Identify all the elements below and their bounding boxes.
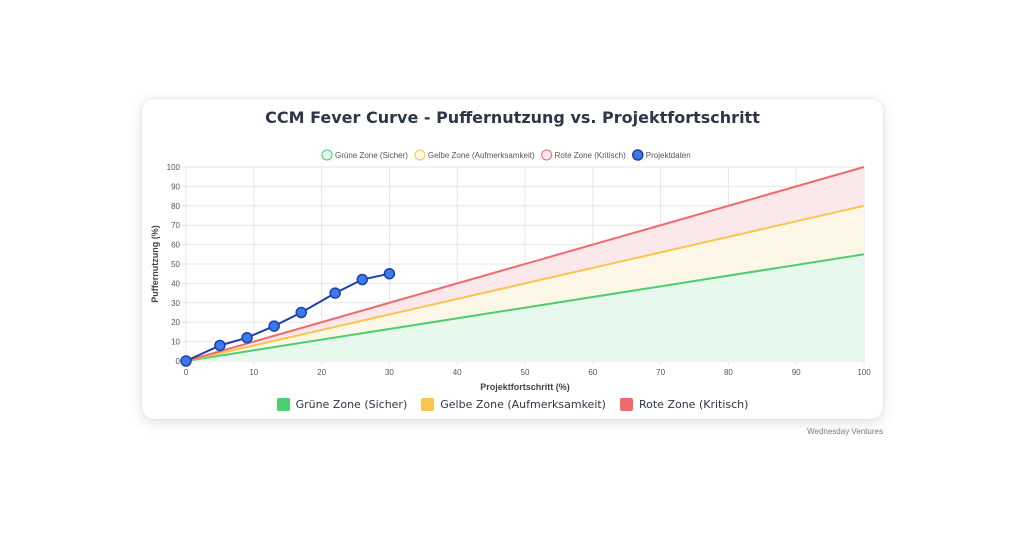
legend-marker	[632, 149, 644, 161]
x-tick-label: 30	[385, 368, 394, 377]
bottom-legend-label: Grüne Zone (Sicher)	[295, 398, 408, 411]
bottom-legend: Grüne Zone (Sicher) Gelbe Zone (Aufmerksa…	[142, 398, 883, 411]
x-axis-label: Projektfortschritt (%)	[480, 382, 570, 392]
chart-svg: 0 10 20 30 40 50 60 70 80 90 100 0 10 20 30 40 50 60 70 80 9…	[150, 149, 871, 392]
y-tick-label: 80	[171, 202, 180, 211]
y-tick-label: 40	[171, 279, 180, 288]
data-point	[356, 273, 369, 286]
data-point	[383, 267, 396, 280]
data-point	[241, 331, 253, 344]
chart-title: CCM Fever Curve - Puffernutzung vs. Proj…	[265, 108, 760, 127]
data-points	[180, 267, 396, 367]
legend-marker	[321, 149, 333, 161]
data-point	[329, 287, 341, 299]
legend-swatch	[619, 398, 633, 411]
legend-marker	[541, 149, 553, 161]
data-point	[268, 320, 280, 332]
x-tick-label: 100	[857, 368, 871, 377]
x-tick-label: 60	[588, 368, 597, 377]
bottom-legend-item: Grüne Zone (Sicher)	[276, 398, 408, 411]
x-tick-label: 50	[521, 368, 530, 377]
data-point	[180, 355, 192, 367]
x-tick-label: 70	[656, 368, 665, 377]
x-tick-label: 0	[184, 368, 189, 377]
zone-line	[185, 166, 865, 362]
watermark: Wednesday Ventures	[807, 427, 883, 436]
x-tick-label: 10	[249, 368, 258, 377]
y-tick-label: 70	[171, 221, 180, 230]
x-tick-label: 40	[453, 368, 462, 377]
y-tick-label: 10	[171, 338, 180, 347]
axes: 0 10 20 30 40 50 60 70 80 90 100 0 10 20 30 40 50 60 70 80 9…	[150, 163, 871, 392]
y-tick-label: 60	[171, 241, 180, 250]
bottom-legend-item: Gelbe Zone (Aufmerksamkeit)	[421, 398, 606, 411]
bottom-legend-label: Gelbe Zone (Aufmerksamkeit)	[440, 398, 606, 411]
chart-card: CCM Fever Curve - Puffernutzung vs. Proj…	[142, 99, 883, 419]
bottom-legend-item: Rote Zone (Kritisch)	[619, 398, 749, 411]
y-tick-label: 90	[171, 182, 180, 191]
y-tick-label: 100	[167, 163, 181, 172]
y-tick-label: 50	[171, 260, 180, 269]
legend-label: Gelbe Zone (Aufmerksamkeit)	[428, 151, 535, 160]
legend-label: Projektdaten	[646, 151, 691, 160]
legend-label: Grüne Zone (Sicher)	[335, 151, 408, 160]
bottom-legend-label: Rote Zone (Kritisch)	[638, 398, 749, 411]
legend-label: Rote Zone (Kritisch)	[555, 151, 626, 160]
top-legend: Grüne Zone (Sicher) Gelbe Zone (Aufmerksa…	[321, 149, 691, 161]
y-tick-label: 20	[171, 318, 180, 327]
y-axis-label: Puffernutzung (%)	[150, 225, 160, 302]
legend-marker	[414, 149, 426, 161]
legend-swatch	[421, 398, 435, 411]
data-point	[214, 339, 226, 352]
y-tick-label: 30	[171, 299, 180, 308]
data-point	[295, 306, 308, 319]
zone-line	[185, 204, 865, 362]
x-tick-label: 80	[724, 368, 733, 377]
y-tick-label: 0	[176, 357, 181, 366]
legend-swatch	[276, 398, 290, 411]
x-tick-label: 20	[317, 368, 326, 377]
x-tick-label: 90	[792, 368, 801, 377]
zone-line	[185, 253, 865, 362]
